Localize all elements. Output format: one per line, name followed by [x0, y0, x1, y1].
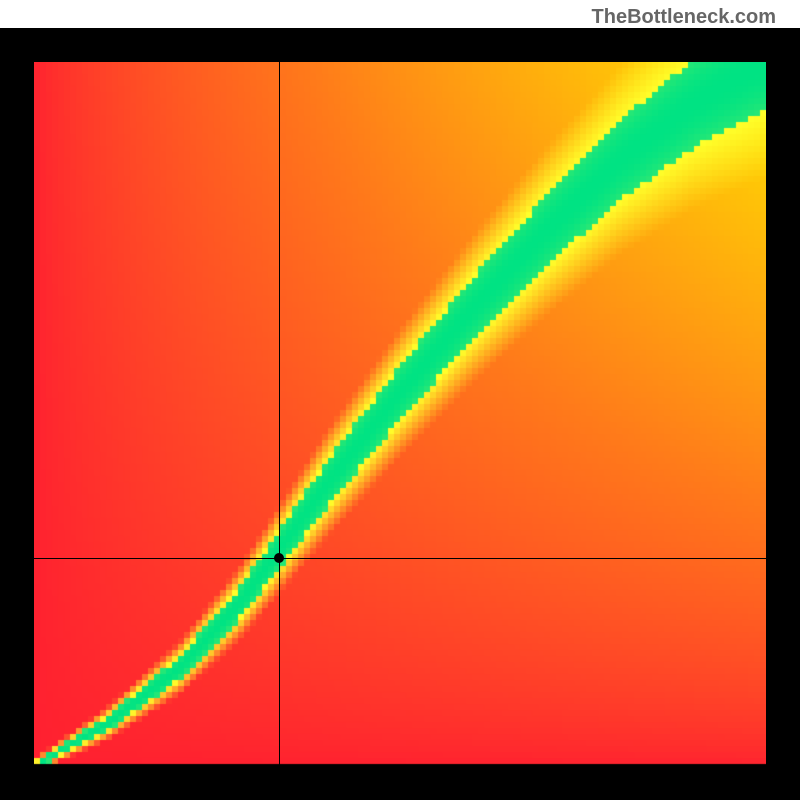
crosshair-horizontal: [34, 558, 766, 559]
heatmap-plot: [34, 62, 766, 766]
heatmap-canvas: [34, 62, 766, 766]
watermark-text: TheBottleneck.com: [592, 6, 776, 29]
crosshair-vertical: [279, 62, 280, 766]
chart-frame: [0, 28, 800, 800]
